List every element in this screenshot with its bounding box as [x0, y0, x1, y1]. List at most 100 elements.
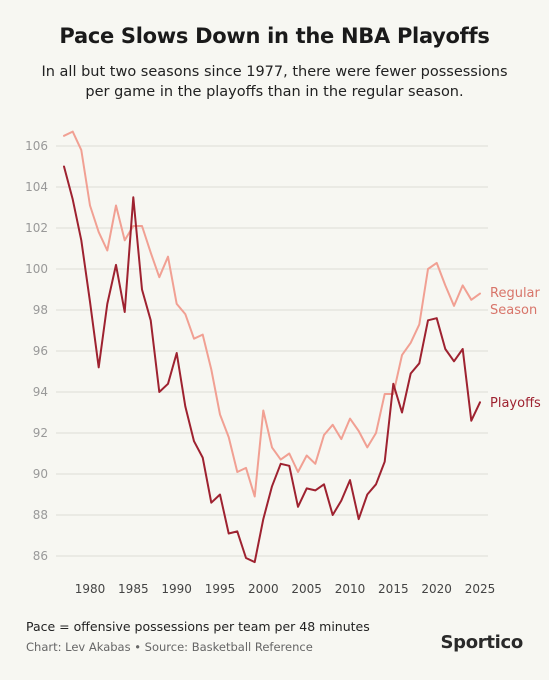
- playoffs-point: [306, 487, 308, 489]
- regular-season-point: [323, 434, 325, 436]
- playoffs-point: [150, 319, 152, 321]
- playoffs-point: [375, 483, 377, 485]
- playoffs-point: [340, 500, 342, 502]
- regular-season-point: [210, 368, 212, 370]
- pace-definition-note: Pace = offensive possessions per team pe…: [26, 619, 370, 634]
- playoffs-point: [470, 420, 472, 422]
- grid-layer: [56, 145, 488, 557]
- playoffs-point: [245, 557, 247, 559]
- playoffs-point: [72, 198, 74, 200]
- regular-season-point: [132, 225, 134, 227]
- playoffs-point: [271, 485, 273, 487]
- x-tick-label: 2010: [335, 582, 366, 596]
- y-tick-label: 94: [33, 385, 48, 399]
- playoffs-label: Playoffs: [490, 396, 541, 411]
- regular-season-point: [202, 334, 204, 336]
- playoffs-point: [297, 506, 299, 508]
- y-tick-label: 86: [33, 549, 48, 563]
- playoffs-point: [262, 518, 264, 520]
- regular-season-point: [314, 463, 316, 465]
- regular-season-point: [106, 250, 108, 252]
- playoffs-point: [332, 514, 334, 516]
- playoffs-point: [392, 383, 394, 385]
- playoffs-point: [219, 494, 221, 496]
- x-tick-label: 2015: [378, 582, 409, 596]
- regular-season-point: [193, 338, 195, 340]
- x-tick-label: 2000: [248, 582, 279, 596]
- playoffs-point: [444, 348, 446, 350]
- regular-season-point: [375, 432, 377, 434]
- playoffs-point: [288, 465, 290, 467]
- playoffs-point: [236, 530, 238, 532]
- regular-season-point: [332, 424, 334, 426]
- playoffs-point: [479, 401, 481, 403]
- chart-title: Pace Slows Down in the NBA Playoffs: [59, 24, 490, 48]
- playoffs-line: [63, 165, 481, 564]
- source-credit: Chart: Lev Akabas • Source: Basketball R…: [26, 640, 313, 654]
- playoffs-point: [176, 352, 178, 354]
- regular-season-point: [63, 135, 65, 137]
- regular-season-point: [80, 149, 82, 151]
- chart-subtitle: In all but two seasons since 1977, there…: [41, 64, 508, 100]
- playoffs-point: [453, 360, 455, 362]
- playoffs-point: [401, 412, 403, 414]
- playoffs-point: [228, 532, 230, 534]
- x-tick-label: 1995: [205, 582, 236, 596]
- playoffs-point: [418, 362, 420, 364]
- regular-season-point: [115, 204, 117, 206]
- y-tick-label: 98: [33, 303, 48, 317]
- playoffs-point: [124, 311, 126, 313]
- regular-season-point: [141, 225, 143, 227]
- regular-season-point: [72, 131, 74, 133]
- x-tick-label: 2020: [421, 582, 452, 596]
- x-tick-label: 2005: [291, 582, 322, 596]
- regular-season-point: [254, 496, 256, 498]
- playoffs-point: [366, 494, 368, 496]
- playoffs-point: [89, 301, 91, 303]
- y-tick-label: 90: [33, 467, 48, 481]
- series-layer: [63, 130, 481, 564]
- playoffs-point: [280, 463, 282, 465]
- regular-season-point: [98, 231, 100, 233]
- regular-season-point: [158, 276, 160, 278]
- regular-season-point: [297, 471, 299, 473]
- regular-season-point: [401, 354, 403, 356]
- regular-season-point: [219, 414, 221, 416]
- regular-season-point: [280, 459, 282, 461]
- regular-season-point: [349, 418, 351, 420]
- regular-season-point: [184, 313, 186, 315]
- regular-season-point: [124, 239, 126, 241]
- playoffs-point: [193, 440, 195, 442]
- y-tick-label: 88: [33, 508, 48, 522]
- x-tick-label: 1990: [161, 582, 192, 596]
- playoffs-point: [210, 502, 212, 504]
- playoffs-point: [349, 479, 351, 481]
- label-layer: Regular Season Playoffs: [490, 286, 541, 411]
- regular-season-point: [89, 204, 91, 206]
- regular-season-point: [462, 284, 464, 286]
- regular-season-point: [288, 453, 290, 455]
- y-tick-label: 100: [25, 262, 48, 276]
- regular-season-point: [262, 409, 264, 411]
- regular-season-point: [384, 393, 386, 395]
- playoffs-point: [167, 383, 169, 385]
- regular-season-point: [150, 252, 152, 254]
- playoffs-point: [132, 196, 134, 198]
- y-tick-label: 104: [25, 180, 48, 194]
- playoffs-point: [427, 319, 429, 321]
- regular-season-point: [418, 323, 420, 325]
- y-tick-label: 102: [25, 221, 48, 235]
- regular-season-point: [366, 446, 368, 448]
- regular-season-point: [358, 430, 360, 432]
- regular-season-point: [444, 284, 446, 286]
- regular-season-point: [410, 342, 412, 344]
- playoffs-point: [115, 264, 117, 266]
- regular-season-point: [245, 467, 247, 469]
- x-tick-label: 1980: [75, 582, 106, 596]
- regular-season-point: [228, 436, 230, 438]
- regular-season-label: Regular: [490, 286, 541, 301]
- playoffs-point: [106, 303, 108, 305]
- playoffs-point: [141, 289, 143, 291]
- playoffs-point: [184, 405, 186, 407]
